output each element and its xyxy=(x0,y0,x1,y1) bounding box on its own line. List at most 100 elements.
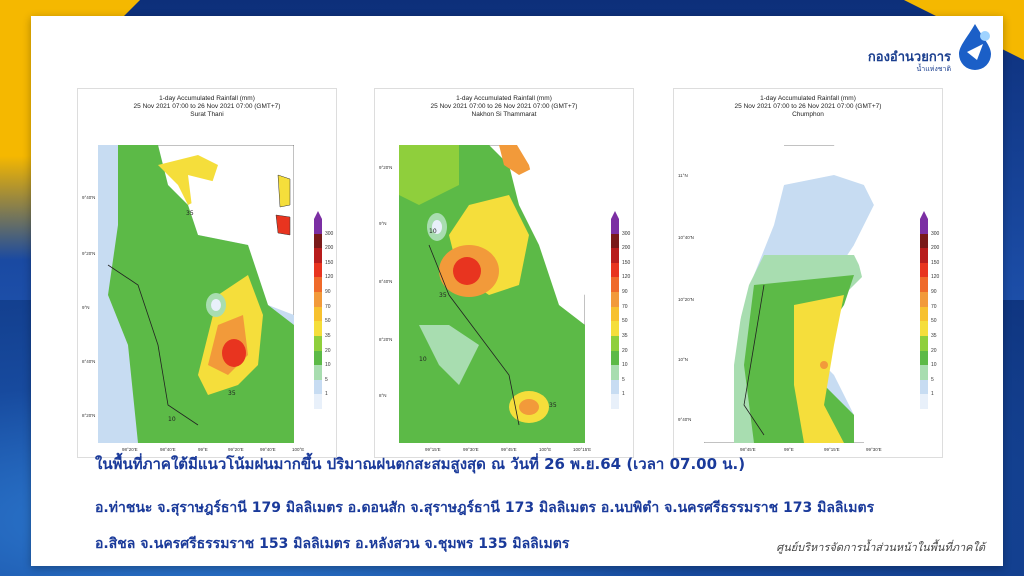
legend-color-step xyxy=(611,379,619,395)
legend-color-step xyxy=(920,292,928,308)
legend-tick-label: 10 xyxy=(325,362,331,369)
contour-label: 10 xyxy=(429,228,437,235)
legend-color-step xyxy=(314,350,322,366)
rainfall-stations-line1: อ.ท่าชนะ จ.สุราษฎร์ธานี 179 มิลลิเมตร อ.… xyxy=(95,500,875,516)
legend-color-step xyxy=(611,335,619,352)
legend-tick-label: 20 xyxy=(622,347,628,354)
lat-label: 8°40'N xyxy=(82,359,96,364)
legend-tick-label: 200 xyxy=(931,245,940,252)
lat-label: 9°N xyxy=(379,221,387,226)
map-title-province: Chumphon xyxy=(792,111,824,118)
legend-tick-label: 50 xyxy=(931,318,937,325)
legend-color-step xyxy=(611,292,619,308)
legend-tick-label: 5 xyxy=(325,376,328,383)
lon-label: 99°15'E xyxy=(824,447,840,452)
rainfall-map-nakhon-si-thammarat: 10 35 10 35 xyxy=(399,145,585,443)
lon-label: 99°30'E xyxy=(463,447,479,452)
legend-tick-label: 1 xyxy=(622,391,625,398)
legend-tick-label: 10 xyxy=(931,362,937,369)
lon-label: 99°E xyxy=(784,447,794,452)
legend-color-step xyxy=(611,321,619,337)
lon-label: 99°E xyxy=(198,447,208,452)
legend-tick-label: 300 xyxy=(325,230,334,237)
legend-color-step xyxy=(611,394,619,410)
legend-tick-label: 35 xyxy=(622,332,628,339)
legend-tick-label: 300 xyxy=(931,230,940,237)
legend-tick-label: 90 xyxy=(931,289,937,296)
lon-label: 98°45'E xyxy=(740,447,756,452)
legend-tick-label: 1 xyxy=(325,391,328,398)
legend-tick-label: 50 xyxy=(622,318,628,325)
lon-label: 98°20'E xyxy=(122,447,138,452)
legend-tick-label: 20 xyxy=(931,347,937,354)
legend-color-step xyxy=(314,277,322,293)
lat-label: 9°N xyxy=(82,305,90,310)
headline-text: ในพื้นที่ภาคใต้มีแนวโน้มฝนมากขึ้น ปริมาณ… xyxy=(95,455,746,473)
map-title-line1: 1-day Accumulated Rainfall (mm) xyxy=(456,95,552,102)
lat-label: 11°N xyxy=(678,173,688,178)
legend-arrow-top xyxy=(611,211,619,219)
legend-color-step xyxy=(611,262,619,278)
legend-tick-label: 35 xyxy=(325,332,331,339)
lon-label: 99°45'E xyxy=(501,447,517,452)
legend-color-step xyxy=(314,335,322,352)
contour-label: 35 xyxy=(549,402,557,409)
legend-tick-label: 200 xyxy=(325,245,334,252)
legend-color-step xyxy=(611,248,619,264)
legend-color-step xyxy=(314,219,322,235)
rainfall-map-chumphon xyxy=(704,145,890,443)
lat-label: 10°40'N xyxy=(678,235,694,240)
map-title-line2: 25 Nov 2021 07:00 to 26 Nov 2021 07:00 (… xyxy=(430,103,578,110)
map-card-nakhon-si-thammarat: 1-day Accumulated Rainfall (mm) 25 Nov 2… xyxy=(374,88,634,458)
legend-tick-label: 35 xyxy=(931,332,937,339)
lat-label: 9°20'N xyxy=(82,251,96,256)
lat-label: 8°N xyxy=(379,393,387,398)
map-title-line2: 25 Nov 2021 07:00 to 26 Nov 2021 07:00 (… xyxy=(734,103,882,110)
legend-tick-label: 70 xyxy=(325,303,331,310)
map-title-province: Surat Thani xyxy=(190,111,224,118)
legend-tick-label: 70 xyxy=(622,303,628,310)
map-card-surat-thani: 1-day Accumulated Rainfall (mm) 25 Nov 2… xyxy=(77,88,337,458)
lon-label: 100°E xyxy=(292,447,305,452)
map-title-line2: 25 Nov 2021 07:00 to 26 Nov 2021 07:00 (… xyxy=(133,103,281,110)
legend-tick-label: 120 xyxy=(325,274,334,281)
rainfall-map-surat-thani: 35 35 10 xyxy=(98,145,294,443)
lat-label: 10°20'N xyxy=(678,297,694,302)
legend-color-step xyxy=(920,394,928,410)
legend-color-step xyxy=(611,350,619,366)
contour-label: 10 xyxy=(419,356,427,363)
lon-label: 99°30'E xyxy=(866,447,882,452)
legend-color-step xyxy=(314,248,322,264)
legend-color-step xyxy=(611,233,619,249)
lat-label: 9°40'N xyxy=(82,195,96,200)
legend-colorbar: 300 200 150 120 90 70 50 35 20 10 5 1 xyxy=(611,211,630,410)
legend-color-step xyxy=(920,262,928,278)
legend-color-step xyxy=(314,292,322,308)
legend-color-step xyxy=(920,350,928,366)
legend-color-step xyxy=(314,306,322,322)
legend-tick-label: 20 xyxy=(325,347,331,354)
lon-label: 99°20'E xyxy=(228,447,244,452)
legend-color-step xyxy=(314,394,322,410)
legend-color-step xyxy=(920,233,928,249)
legend-colorbar: 300 200 150 120 90 70 50 35 20 10 5 1 xyxy=(920,211,939,410)
legend-tick-label: 50 xyxy=(325,318,331,325)
map-title-line1: 1-day Accumulated Rainfall (mm) xyxy=(760,95,856,102)
lat-label: 9°40'N xyxy=(678,417,692,422)
legend-color-step xyxy=(314,379,322,395)
contour-label: 35 xyxy=(439,292,447,299)
contour-label: 10 xyxy=(168,416,176,423)
legend-colorbar: 300 200 150 120 90 70 50 35 20 10 5 1 xyxy=(314,211,333,410)
water-drop-logo-icon xyxy=(959,24,991,70)
contour-label: 35 xyxy=(228,390,236,397)
legend-color-step xyxy=(920,379,928,395)
contour-label: 35 xyxy=(186,210,194,217)
legend-color-step xyxy=(920,277,928,293)
map-card-chumphon: 1-day Accumulated Rainfall (mm) 25 Nov 2… xyxy=(673,88,943,458)
legend-tick-label: 150 xyxy=(931,259,940,266)
lat-label: 8°20'N xyxy=(379,337,393,342)
legend-color-step xyxy=(920,365,928,381)
lat-label: 9°20'N xyxy=(379,165,393,170)
legend-tick-label: 5 xyxy=(622,376,625,383)
legend-tick-label: 150 xyxy=(622,259,631,266)
